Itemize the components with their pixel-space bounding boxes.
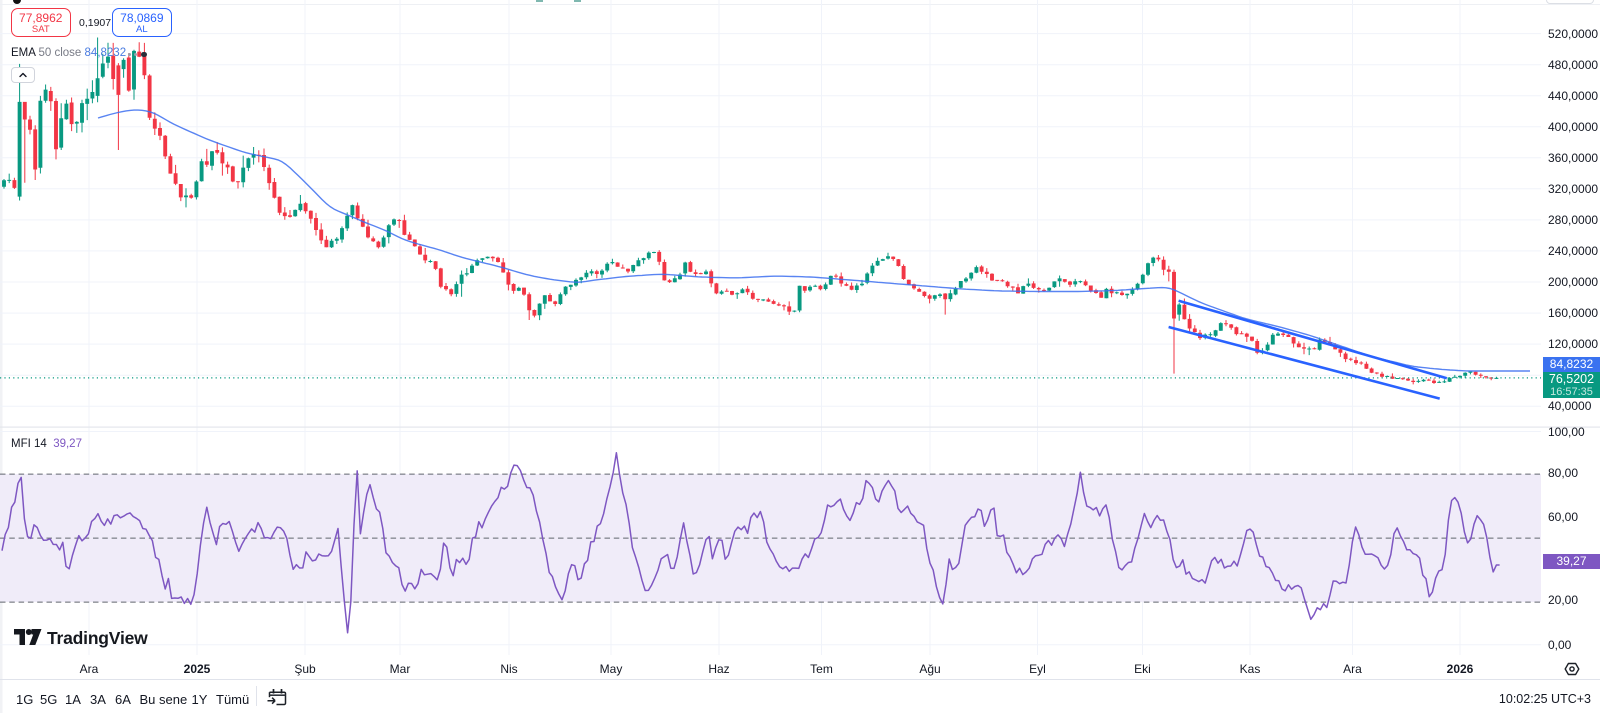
svg-text:TradingView: TradingView — [47, 629, 148, 648]
